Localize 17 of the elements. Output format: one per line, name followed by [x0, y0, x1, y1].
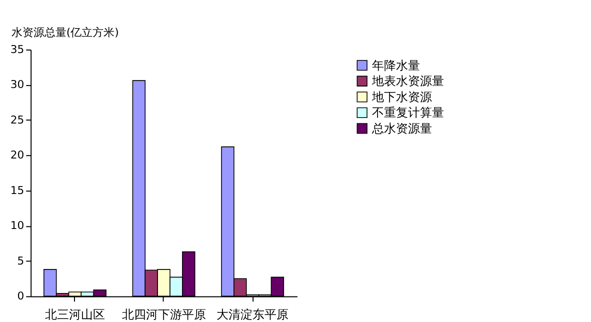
legend-label: 不重复计算量: [372, 106, 444, 120]
y-tick-label: 20: [10, 148, 24, 162]
x-tick-label: 大清淀东平原: [216, 307, 289, 322]
y-tick-label: 30: [10, 78, 24, 92]
x-tick-label: 北四河下游平原: [122, 307, 206, 322]
y-tick-label: 10: [10, 219, 24, 232]
y-tick-label: 35: [10, 42, 24, 56]
legend-label: 年降水量: [372, 58, 420, 72]
y-tick-label: 5: [17, 254, 24, 268]
y-axis-title: 水资源总量(亿立方米): [11, 26, 119, 40]
legend-label: 总水资源量: [370, 121, 432, 136]
x-tick-label: 北三河山区: [44, 307, 105, 322]
y-tick-label: 0: [17, 290, 24, 303]
legend-label: 地表水资源量: [370, 74, 444, 88]
y-tick-label: 25: [10, 113, 24, 126]
legend-label: 地下水资源: [370, 90, 432, 104]
y-tick-label: 15: [10, 184, 24, 197]
